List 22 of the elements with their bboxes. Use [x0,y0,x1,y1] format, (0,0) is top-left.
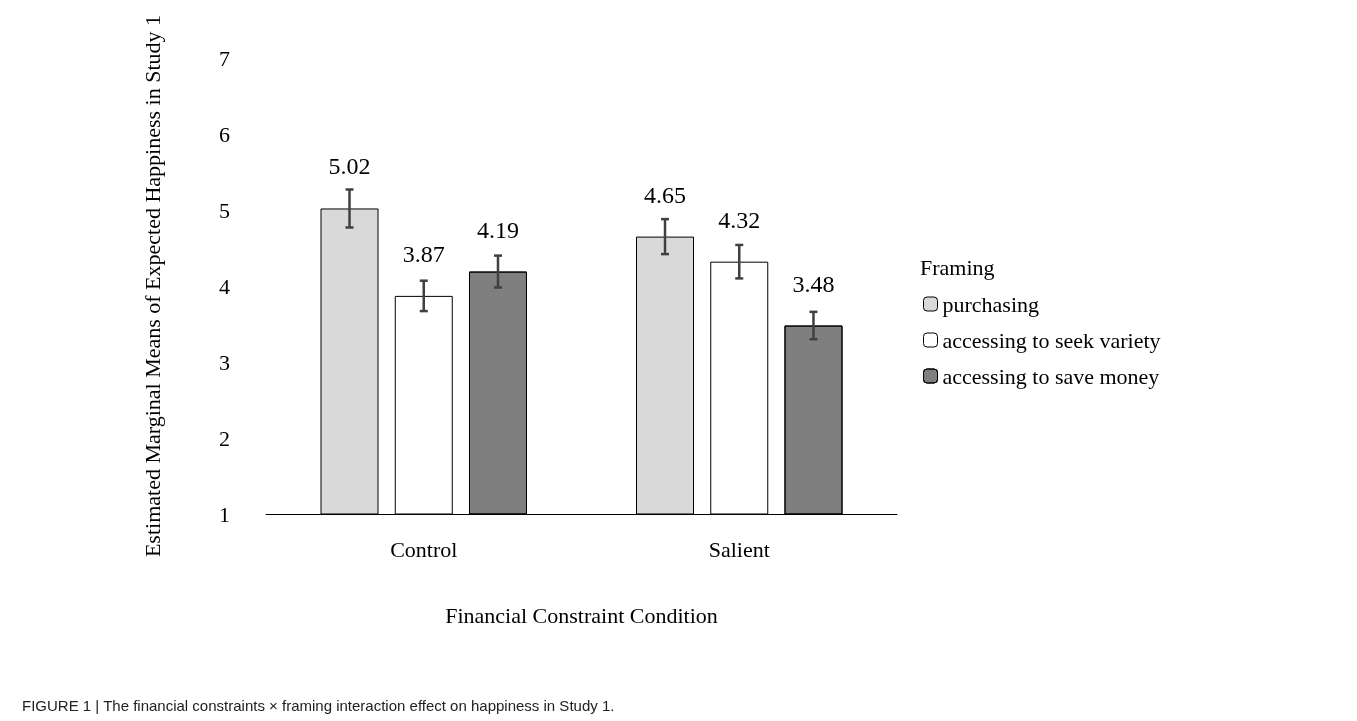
data-label: 4.19 [476,216,519,243]
x-tick-label: Control [390,536,458,562]
data-label: 3.87 [402,240,445,267]
y-tick-label: 6 [219,121,230,147]
y-tick-label: 7 [219,45,230,71]
legend-title: Framing [920,254,995,280]
y-tick-label: 4 [219,273,230,299]
y-tick-label: 5 [219,197,230,223]
data-label: 4.65 [644,181,687,208]
y-axis-title: Estimated Marginal Means of Expected Happiness in Study 1 [139,14,165,558]
caption: FIGURE 1 | The financial constraints × framing interaction effect on happiness in Study 1. [22,697,615,714]
x-axis-title: Financial Constraint Condition [445,602,718,628]
legend-label: accessing to seek variety [942,327,1161,353]
data-label: 4.32 [718,206,761,233]
x-tick-label: Salient [708,536,770,562]
legend-label: accessing to save money [942,363,1160,389]
legend-label: purchasing [942,291,1040,317]
data-label: 3.48 [792,270,835,297]
data-label: 5.02 [328,153,371,180]
y-tick-label: 3 [219,349,230,375]
y-tick-label: 2 [219,425,230,451]
y-tick-label: 1 [219,501,230,527]
